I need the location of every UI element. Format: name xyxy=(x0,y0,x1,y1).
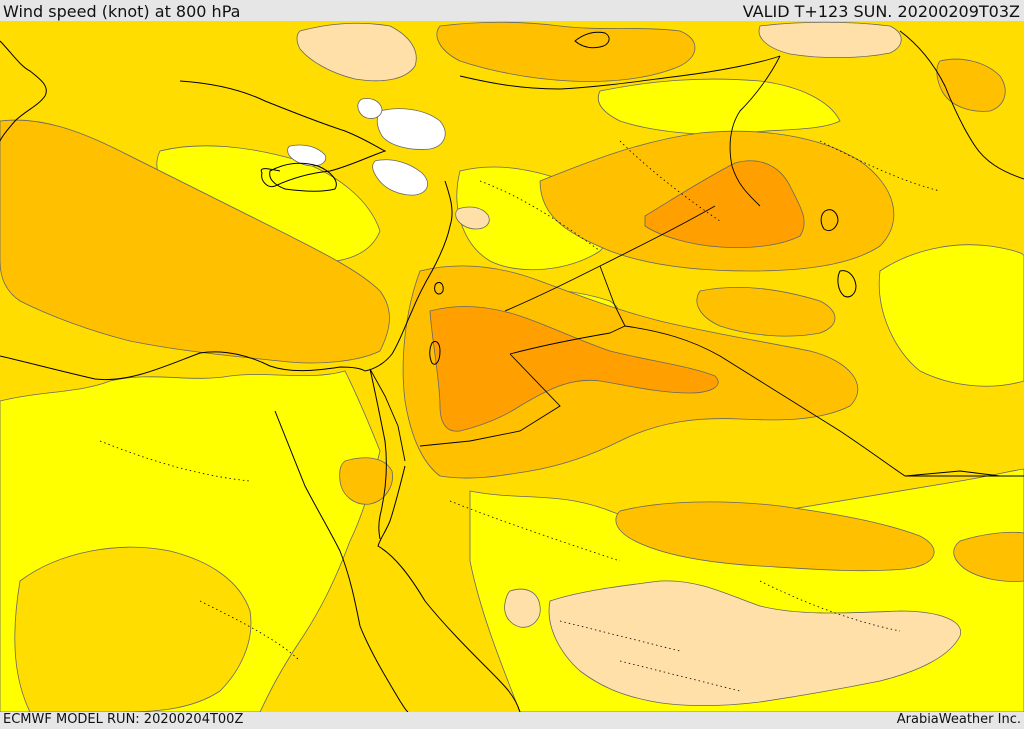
field-low-se xyxy=(548,580,962,707)
border-turkey-syria xyxy=(459,55,781,90)
coastline-dead-sea xyxy=(429,340,441,365)
border-iraq-iran xyxy=(729,55,781,207)
admin-lines-dotted xyxy=(99,140,941,692)
field-below-low-3 xyxy=(287,144,327,167)
coastline-cyprus xyxy=(269,162,337,192)
header-bar: Wind speed (knot) at 800 hPa VALID T+123… xyxy=(0,0,1024,21)
field-below-low-2 xyxy=(372,159,429,196)
field-yellow-iraq xyxy=(597,78,841,135)
model-run-label: ECMWF MODEL RUN: 20200204T00Z xyxy=(3,712,244,727)
field-band-3-east xyxy=(696,286,836,337)
coastline-turkey-west xyxy=(0,40,47,142)
field-band-3-south xyxy=(615,501,935,572)
valid-time: VALID T+123 SUN. 20200209T03Z xyxy=(742,2,1020,21)
coastline-sinai-east xyxy=(369,368,387,540)
wind-speed-map xyxy=(0,21,1024,712)
border-saudi-kuwait xyxy=(904,470,1001,477)
coastline-galilee xyxy=(434,282,444,295)
coastline-levant xyxy=(364,180,453,372)
border-jordan-iraq xyxy=(599,265,626,327)
border-jordan-saudi xyxy=(509,325,1024,477)
field-band-3-ne xyxy=(936,58,1006,112)
field-band-3-far-se xyxy=(953,531,1024,582)
coastline-egypt-north xyxy=(0,351,366,381)
map-title: Wind speed (knot) at 800 hPa xyxy=(3,2,241,21)
border-jordan-saudi-south xyxy=(419,353,561,447)
field-below-low-4 xyxy=(357,98,383,119)
credit-label: ArabiaWeather Inc. xyxy=(896,712,1021,727)
map-canvas xyxy=(0,21,1024,712)
field-band-4-iraq xyxy=(644,160,805,248)
coastline-red-sea-west xyxy=(274,410,409,712)
field-yellow-sw-inner xyxy=(14,546,252,712)
field-low-ne xyxy=(758,21,902,59)
field-band-4-jordan xyxy=(429,306,719,432)
field-low-syria xyxy=(455,206,490,230)
coastline-gulf-islands xyxy=(820,209,857,298)
coastline-red-sea-east xyxy=(377,465,521,712)
border-syria-iraq xyxy=(504,205,716,312)
field-low-turkey xyxy=(296,22,417,82)
coastline-mediterranean-north xyxy=(179,80,387,188)
coastline-caspian xyxy=(574,31,610,49)
field-low-se-small xyxy=(504,588,541,628)
field-band-3-med xyxy=(0,119,390,364)
border-egypt-israel xyxy=(369,368,406,462)
field-below-low-1 xyxy=(376,108,446,150)
field-band-3-sinai xyxy=(339,457,393,505)
coastline-gulf xyxy=(899,30,1024,180)
field-band-3-north xyxy=(436,21,696,82)
footer-bar: ECMWF MODEL RUN: 20200204T00Z ArabiaWeat… xyxy=(0,712,1024,729)
